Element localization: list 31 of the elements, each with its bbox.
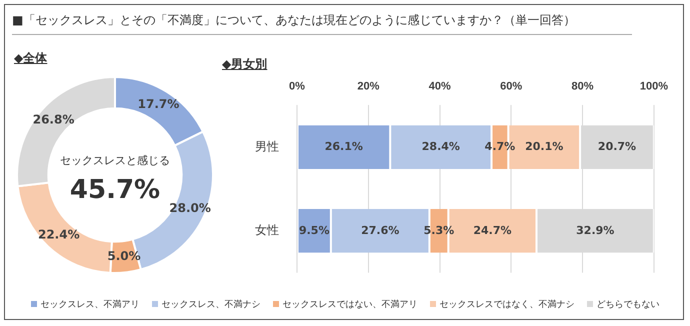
- data-label: 24.7%: [473, 224, 512, 237]
- x-tick-label: 40%: [428, 80, 451, 93]
- y-tick-label: 女性: [255, 223, 279, 238]
- data-label: 26.8%: [32, 112, 74, 126]
- legend-label: セックスレスではなく、不満ナシ: [438, 300, 574, 310]
- legend-label: セックスレス、不満ナシ: [160, 300, 260, 310]
- chart-title: ◆男女別: [222, 56, 268, 73]
- x-tick-label: 60%: [500, 80, 522, 93]
- y-tick-label: 男性: [255, 139, 279, 154]
- data-label: 28.0%: [169, 200, 211, 215]
- data-label: 20.7%: [598, 140, 636, 153]
- x-tick-label: 80%: [572, 80, 594, 93]
- legend-label: どちらでもない: [596, 300, 660, 310]
- chart-subtitle: ◆全体: [14, 50, 48, 67]
- data-label: 28.4%: [422, 140, 460, 153]
- data-label: 22.4%: [38, 227, 80, 242]
- x-tick-label: 0%: [289, 80, 306, 93]
- data-label: 26.1%: [324, 140, 363, 153]
- data-label: 9.5%: [298, 224, 330, 237]
- x-tick-label: 20%: [357, 80, 380, 93]
- x-tick-label: 100%: [640, 80, 668, 93]
- legend-label: セックスレス、不満アリ: [40, 300, 140, 310]
- data-label: 32.9%: [576, 224, 614, 237]
- text: セックスレスと感じる: [60, 154, 170, 167]
- text: 45.7%: [70, 174, 160, 205]
- chart-title: ■「セックスレス」とその「不満度」について、あなたは現在どのように感じていますか？（単一回答）: [12, 12, 632, 35]
- data-label: 27.6%: [361, 224, 400, 237]
- data-label: 4.7%: [484, 140, 516, 153]
- data-label: 20.1%: [525, 140, 564, 153]
- data-label: 17.7%: [138, 97, 180, 112]
- legend-label: セックスレスではない、不満アリ: [282, 300, 418, 310]
